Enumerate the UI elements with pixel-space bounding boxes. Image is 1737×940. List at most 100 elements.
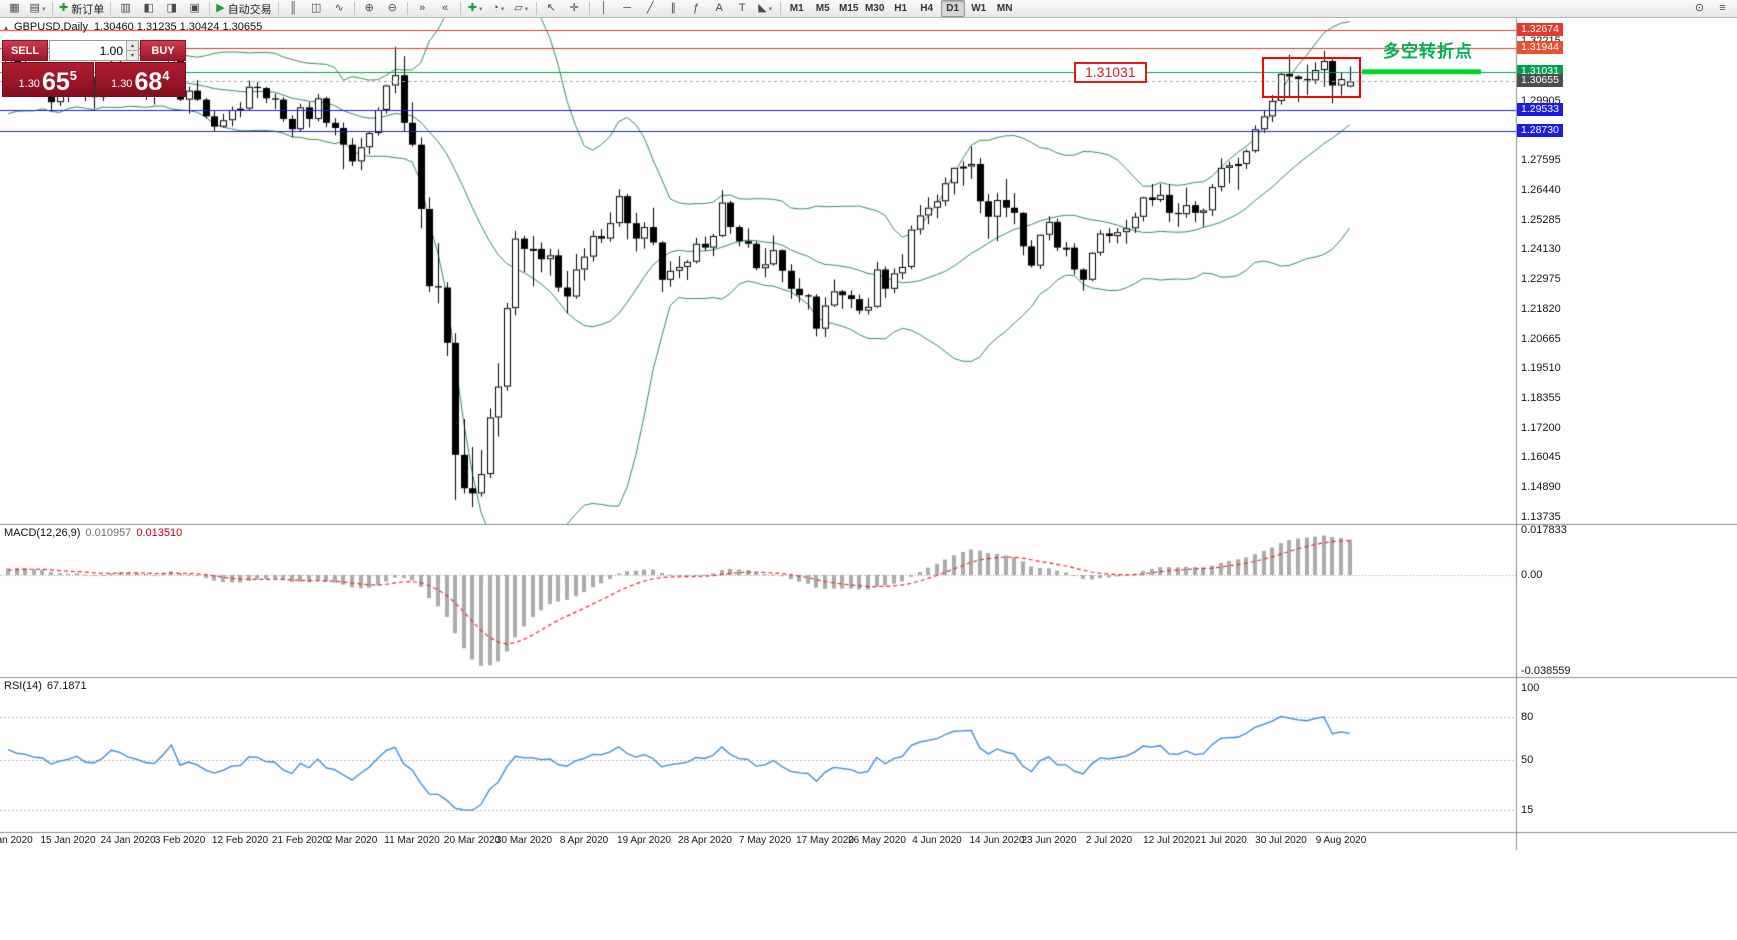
sell-price-button[interactable]: 1.30 65 5 bbox=[2, 62, 94, 97]
date-label: 30 Jul 2020 bbox=[1255, 835, 1307, 846]
dropdown-icon[interactable]: ▾ bbox=[479, 5, 483, 13]
templates-button[interactable]: ▱ ▾ bbox=[510, 0, 533, 17]
timeframe-h4[interactable]: H4 bbox=[920, 3, 934, 14]
date-label: 5 Jan 2020 bbox=[0, 835, 33, 846]
window-list-icon: ≡ bbox=[1719, 2, 1726, 14]
buy-price-pip: 4 bbox=[162, 68, 170, 83]
horizontal-line-icon: ─ bbox=[623, 2, 632, 14]
chart-profiles-icon[interactable]: ▤ ▾ bbox=[26, 0, 49, 17]
one-click-trading-panel: SELL 1.00 ▴ ▾ BUY 1.30 65 5 1.30 68 4 bbox=[2, 40, 186, 97]
date-label: 21 Feb 2020 bbox=[271, 835, 329, 846]
crosshair-icon[interactable]: ✛ bbox=[563, 0, 586, 17]
trendline-icon[interactable]: ╱ bbox=[639, 0, 662, 17]
channel-icon[interactable]: ∥ bbox=[662, 0, 685, 17]
vertical-line-icon: │ bbox=[600, 2, 608, 14]
date-label: 30 Mar 2020 bbox=[495, 835, 553, 846]
zoom-in-icon[interactable]: ⊕ bbox=[358, 0, 381, 17]
chart-shift-icon[interactable]: « bbox=[434, 0, 457, 17]
chart-ohlc-values: 1.30460 1.31235 1.30424 1.30655 bbox=[93, 21, 263, 33]
bar-chart-icon: ║ bbox=[289, 2, 298, 14]
buy-price-button[interactable]: 1.30 68 4 bbox=[94, 62, 186, 97]
text-icon: A bbox=[715, 2, 723, 14]
timeframe-m5[interactable]: M5 bbox=[815, 3, 830, 14]
dropdown-icon[interactable]: ▾ bbox=[768, 5, 773, 13]
bar-chart-icon[interactable]: ║ bbox=[282, 0, 305, 17]
volume-value[interactable]: 1.00 bbox=[99, 43, 123, 58]
cursor-icon: ↖ bbox=[546, 2, 556, 14]
new-order-button[interactable]: ✚ 新订单 bbox=[56, 0, 107, 17]
autotrading-button: ▶ bbox=[216, 2, 225, 14]
text-icon[interactable]: A bbox=[708, 0, 731, 17]
date-label: 9 Aug 2020 bbox=[1315, 835, 1367, 846]
toolbar-separator bbox=[277, 2, 279, 15]
toolbar-separator bbox=[459, 2, 461, 15]
candlestick-chart-icon: ◫ bbox=[310, 2, 322, 14]
toolbar-separator bbox=[110, 2, 112, 15]
date-label: 15 Jan 2020 bbox=[40, 835, 96, 846]
data-window-icon[interactable]: ◧ bbox=[137, 0, 160, 17]
autotrading-button[interactable]: ▶ 自动交易 bbox=[213, 0, 274, 17]
toolbar-separator bbox=[353, 2, 355, 15]
shapes-icon[interactable]: ◣ ▾ bbox=[754, 0, 777, 17]
sell-price-pip: 5 bbox=[69, 68, 77, 83]
market-watch-icon[interactable]: ▥ bbox=[114, 0, 137, 17]
dropdown-icon[interactable]: ▾ bbox=[500, 5, 505, 13]
chart-title: ▴ GBPUSD,Daily 1.30460 1.31235 1.30424 1… bbox=[4, 21, 262, 33]
timeframe-m15[interactable]: M15 bbox=[838, 3, 859, 14]
autotrading-button-label: 自动交易 bbox=[227, 3, 272, 16]
timeframe-w1[interactable]: W1 bbox=[971, 3, 987, 14]
cursor-icon[interactable]: ↖ bbox=[540, 0, 563, 17]
spinner-up-icon[interactable]: ▴ bbox=[126, 41, 138, 50]
key-level-price-label[interactable]: 1.31031 bbox=[1074, 62, 1147, 83]
auto-scroll-icon[interactable]: » bbox=[411, 0, 434, 17]
chart-profiles-icon: ▤ bbox=[29, 2, 40, 14]
rsi-indicator-label: RSI(14) 67.1871 bbox=[4, 680, 87, 692]
turning-point-annotation[interactable]: 多空转折点 bbox=[1383, 42, 1473, 61]
horizontal-line-icon[interactable]: ─ bbox=[616, 0, 639, 17]
terminal-icon[interactable]: ▣ bbox=[183, 0, 206, 17]
date-label: 3 Feb 2020 bbox=[154, 835, 206, 846]
sell-button[interactable]: SELL bbox=[2, 40, 48, 61]
label-icon: T bbox=[738, 2, 746, 14]
fibonacci-icon[interactable]: ƒ bbox=[685, 0, 708, 17]
line-chart-icon[interactable]: ∿ bbox=[328, 0, 351, 17]
dropdown-icon[interactable]: ▾ bbox=[524, 5, 529, 13]
timeframe-d1[interactable]: D1 bbox=[940, 0, 965, 17]
dropdown-icon[interactable]: ▾ bbox=[41, 5, 46, 13]
buy-price-main: 68 bbox=[134, 68, 163, 96]
date-label: 17 May 2020 bbox=[796, 835, 854, 846]
new-chart-icon[interactable]: ▦ bbox=[3, 0, 26, 17]
timeframe-mn[interactable]: MN bbox=[996, 3, 1013, 14]
indicators-button[interactable]: ✚ ▾ bbox=[464, 0, 487, 17]
search-icon[interactable]: ⊙ bbox=[1688, 0, 1711, 17]
timeframe-m1[interactable]: M1 bbox=[789, 3, 804, 14]
navigator-icon[interactable]: ◨ bbox=[160, 0, 183, 17]
spinner-down-icon[interactable]: ▾ bbox=[126, 50, 138, 60]
buy-button[interactable]: BUY bbox=[140, 40, 186, 61]
toolbar-separator bbox=[588, 2, 590, 15]
highlight-rectangle[interactable] bbox=[1262, 57, 1361, 98]
new-chart-icon: ▦ bbox=[9, 2, 20, 14]
vertical-line-icon[interactable]: │ bbox=[593, 0, 616, 17]
market-watch-icon: ▥ bbox=[120, 2, 131, 14]
date-label: 23 Jun 2020 bbox=[1021, 835, 1077, 846]
volume-field[interactable]: 1.00 ▴ ▾ bbox=[49, 40, 139, 61]
timeframe-m30[interactable]: M30 bbox=[864, 3, 885, 14]
window-list-icon[interactable]: ≡ bbox=[1711, 0, 1734, 17]
zoom-out-icon[interactable]: ⊖ bbox=[381, 0, 404, 17]
timeframe-h1[interactable]: H1 bbox=[894, 3, 908, 14]
zoom-in-icon: ⊕ bbox=[364, 2, 374, 14]
toolbar-separator bbox=[52, 2, 53, 15]
one-click-toggle-icon[interactable]: ▴ bbox=[4, 22, 9, 32]
navigator-icon: ◨ bbox=[166, 2, 177, 14]
label-icon[interactable]: T bbox=[731, 0, 754, 17]
candlestick-chart-icon[interactable]: ◫ bbox=[305, 0, 328, 17]
date-label: 12 Jul 2020 bbox=[1143, 835, 1195, 846]
templates-button: ▱ bbox=[514, 2, 523, 14]
date-label: 14 Jun 2020 bbox=[969, 835, 1025, 846]
periods-button[interactable]: ◔ ▾ bbox=[487, 0, 510, 17]
toolbar-separator bbox=[406, 2, 408, 15]
volume-spinner[interactable]: ▴ ▾ bbox=[126, 41, 138, 60]
